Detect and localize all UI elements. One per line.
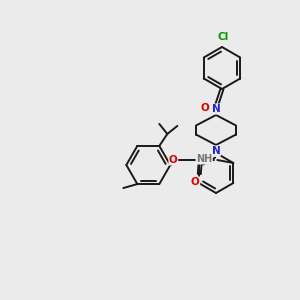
Text: O: O — [169, 155, 178, 165]
Text: N: N — [212, 146, 220, 156]
Text: NH: NH — [196, 154, 212, 164]
Text: N: N — [212, 104, 220, 114]
Text: O: O — [191, 177, 200, 187]
Text: O: O — [200, 103, 209, 113]
Text: Cl: Cl — [218, 32, 229, 42]
